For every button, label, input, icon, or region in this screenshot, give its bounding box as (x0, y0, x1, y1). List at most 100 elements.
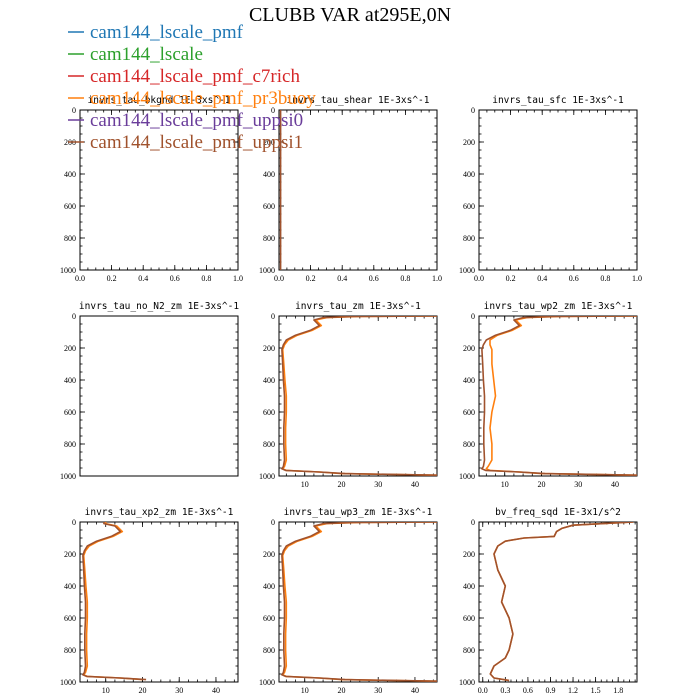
legend-entry: cam144_lscale_pmf_uppsi1 (90, 132, 303, 153)
legend-entry: cam144_lscale_pmf_pr3buoy (90, 88, 316, 109)
x-tick-label: 10 (301, 686, 309, 695)
y-tick-label: 1000 (459, 472, 475, 481)
y-tick-label: 400 (263, 582, 275, 591)
x-tick-label: 20 (337, 480, 345, 489)
x-tick-label: 0.2 (107, 274, 117, 283)
x-tick-label: 1.0 (432, 274, 442, 283)
y-tick-label: 800 (263, 440, 275, 449)
y-tick-label: 0 (72, 106, 76, 115)
panel-title: invrs_tau_wp2_zm 1E-3xs^-1 (484, 301, 633, 312)
legend-entry: cam144_lscale_pmf_uppsi0 (90, 110, 303, 131)
panel-8: invrs_tau_wp3_zm 1E-3xs^-1 0 200 400 600 800 1… (259, 507, 438, 695)
y-tick-label: 800 (64, 234, 76, 243)
x-tick-label: 40 (411, 686, 419, 695)
figure-title: CLUBB VAR at295E,0N (249, 4, 451, 26)
y-tick-label: 200 (263, 550, 275, 559)
x-tick-label: 0.4 (138, 274, 148, 283)
x-tick-label: 0.8 (400, 274, 410, 283)
y-tick-label: 400 (463, 170, 475, 179)
y-tick-label: 600 (64, 202, 76, 211)
x-tick-label: 0.4 (537, 274, 547, 283)
y-tick-label: 1000 (60, 266, 76, 275)
x-tick-label: 40 (411, 480, 419, 489)
plot-frame (79, 315, 239, 477)
plot-frame (278, 315, 438, 477)
x-tick-label: 1.0 (632, 274, 642, 283)
y-tick-label: 600 (64, 408, 76, 417)
y-tick-label: 600 (263, 202, 275, 211)
panel-5: invrs_tau_zm 1E-3xs^-1 0 200 400 600 800 1000 1… (259, 301, 438, 489)
x-tick-label: 1.5 (591, 686, 601, 695)
panel-title: invrs_tau_xp2_zm 1E-3xs^-1 (85, 507, 234, 518)
y-tick-label: 600 (64, 614, 76, 623)
x-tick-label: 30 (175, 686, 183, 695)
x-tick-label: 40 (611, 480, 619, 489)
x-tick-label: 0.2 (306, 274, 316, 283)
plot-frame (478, 109, 638, 271)
x-tick-label: 0.0 (274, 274, 284, 283)
y-tick-label: 800 (64, 440, 76, 449)
plot-frame (278, 521, 438, 683)
panel-title: invrs_tau_bkgnd 1E-3xs^-1 (88, 95, 231, 106)
y-tick-label: 1000 (459, 678, 475, 687)
y-tick-label: 400 (463, 376, 475, 385)
panel-title: invrs_tau_wp3_zm 1E-3xs^-1 (284, 507, 433, 518)
y-tick-label: 600 (463, 408, 475, 417)
panels: invrs_tau_bkgnd 1E-3xs^-1020040060080010… (60, 95, 642, 695)
series-line (281, 316, 437, 476)
y-tick-label: 0 (271, 518, 275, 527)
panel-title: invrs_tau_no_N2_zm 1E-3xs^-1 (79, 301, 239, 312)
series-line (481, 316, 637, 476)
x-tick-label: 1.2 (568, 686, 578, 695)
y-tick-label: 200 (263, 344, 275, 353)
x-tick-label: 0.8 (600, 274, 610, 283)
y-tick-label: 0 (271, 106, 275, 115)
x-tick-label: 1.8 (613, 686, 623, 695)
y-tick-label: 1000 (259, 266, 275, 275)
y-tick-label: 400 (263, 170, 275, 179)
y-tick-label: 600 (263, 614, 275, 623)
y-tick-label: 1000 (60, 472, 76, 481)
panel-title: invrs_tau_sfc 1E-3xs^-1 (492, 95, 624, 106)
y-tick-label: 800 (463, 234, 475, 243)
panel-7: invrs_tau_xp2_zm 1E-3xs^-1 0 200 400 600 800 1… (60, 507, 239, 695)
series-line (281, 522, 437, 682)
y-tick-label: 400 (64, 582, 76, 591)
y-tick-label: 400 (64, 170, 76, 179)
series-line (489, 522, 634, 682)
y-tick-label: 200 (64, 344, 76, 353)
y-tick-label: 200 (463, 138, 475, 147)
y-tick-label: 1000 (459, 266, 475, 275)
x-tick-label: 1.0 (233, 274, 243, 283)
panel-title: invrs_tau_zm 1E-3xs^-1 (295, 301, 421, 312)
panel-3: invrs_tau_sfc 1E-3xs^-1 0 200 400 600 800 1000… (459, 95, 642, 283)
x-tick-label: 0.8 (201, 274, 211, 283)
x-tick-label: 10 (102, 686, 110, 695)
y-tick-label: 0 (471, 312, 475, 321)
y-tick-label: 800 (263, 234, 275, 243)
y-tick-label: 400 (263, 376, 275, 385)
plot-frame (79, 521, 239, 683)
x-tick-label: 30 (374, 686, 382, 695)
y-tick-label: 800 (463, 646, 475, 655)
x-tick-label: 30 (574, 480, 582, 489)
y-tick-label: 0 (72, 312, 76, 321)
legend-entry: cam144_lscale_pmf (90, 22, 244, 43)
x-tick-label: 20 (537, 480, 545, 489)
x-tick-label: 0.3 (500, 686, 510, 695)
x-tick-label: 10 (301, 480, 309, 489)
y-tick-label: 0 (72, 518, 76, 527)
y-tick-label: 0 (471, 106, 475, 115)
x-tick-label: 0.9 (545, 686, 555, 695)
x-tick-label: 0.4 (337, 274, 347, 283)
x-tick-label: 0.2 (506, 274, 516, 283)
y-tick-label: 600 (463, 614, 475, 623)
series-line (485, 316, 637, 476)
x-tick-label: 30 (374, 480, 382, 489)
panel-title: bv_freq_sqd 1E-3x1/s^2 (495, 507, 621, 518)
x-tick-label: 40 (212, 686, 220, 695)
series-line (489, 522, 634, 682)
y-tick-label: 800 (64, 646, 76, 655)
plot-frame (478, 315, 638, 477)
